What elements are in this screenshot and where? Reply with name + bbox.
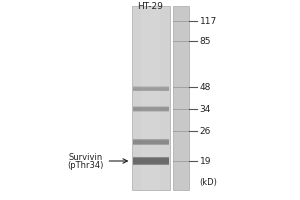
- Bar: [133, 87, 169, 91]
- Bar: [133, 157, 169, 165]
- Bar: [133, 107, 169, 111]
- Bar: [133, 86, 169, 91]
- Text: (pThr34): (pThr34): [67, 160, 104, 170]
- Text: 85: 85: [200, 36, 211, 46]
- Bar: [133, 159, 169, 163]
- Bar: [133, 108, 169, 110]
- Bar: [133, 107, 169, 111]
- Bar: [133, 107, 169, 111]
- Bar: [133, 87, 169, 91]
- Text: 117: 117: [200, 17, 217, 25]
- Text: Survivin: Survivin: [68, 152, 103, 162]
- Text: (kD): (kD): [200, 178, 217, 188]
- Bar: [133, 159, 169, 163]
- Bar: [133, 106, 169, 112]
- Text: 26: 26: [200, 127, 211, 136]
- Bar: [133, 140, 169, 144]
- Bar: [133, 158, 169, 164]
- Bar: [141, 6, 160, 190]
- Text: 48: 48: [200, 83, 211, 92]
- Bar: [133, 158, 169, 164]
- Bar: [133, 87, 169, 91]
- Bar: [133, 140, 169, 144]
- Bar: [132, 6, 170, 190]
- Bar: [133, 140, 169, 144]
- Bar: [133, 88, 169, 90]
- Text: HT-29: HT-29: [137, 2, 163, 11]
- Bar: [172, 6, 189, 190]
- Text: 19: 19: [200, 156, 211, 166]
- Bar: [133, 139, 169, 145]
- Bar: [133, 139, 169, 145]
- Text: 34: 34: [200, 104, 211, 114]
